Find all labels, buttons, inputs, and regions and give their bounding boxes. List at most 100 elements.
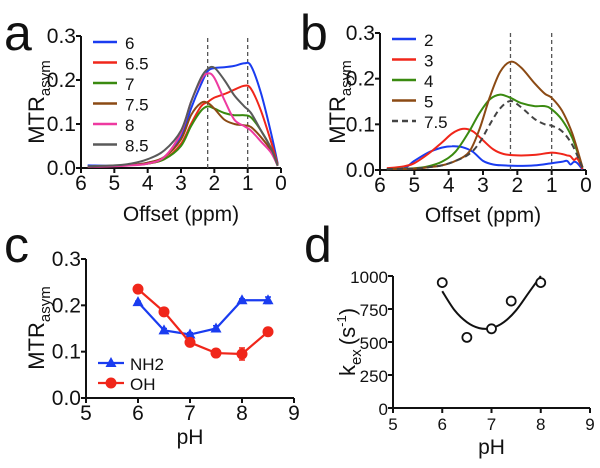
y-axis-label-sub: asym [37, 286, 54, 322]
x-tick-label: 4 [443, 174, 455, 197]
legend-label: 2 [424, 31, 433, 50]
x-tick-label: 9 [288, 402, 300, 425]
legend-label: 7 [125, 75, 134, 94]
y-axis-label: kex (s-1) [334, 308, 365, 376]
x-tick-label: 0 [580, 174, 592, 197]
x-tick-label: 8 [536, 415, 545, 434]
x-tick-label: 5 [80, 402, 92, 425]
data-point-triangle [184, 328, 196, 339]
legend-label: NH2 [130, 355, 164, 374]
data-point [535, 277, 547, 289]
y-axis-label-main: MTR [325, 96, 350, 144]
series-line-3 [386, 127, 584, 170]
y-axis-label-sub: asym [37, 60, 54, 96]
x-tick-label: 5 [408, 174, 420, 197]
data-point [505, 295, 517, 307]
x-axis-label: pH [478, 436, 505, 459]
x-tick-label: 9 [585, 415, 594, 434]
y-axis-label-sub: asym [338, 60, 355, 96]
y-axis-label-close: ) [335, 308, 360, 315]
data-point-circle [158, 306, 170, 318]
data-point-triangle [132, 296, 144, 307]
series-line-2 [386, 145, 584, 171]
legend-marker-triangle [105, 357, 117, 367]
data-point-circle [236, 348, 248, 360]
series-line-NH2 [137, 299, 268, 336]
data-point-triangle [262, 294, 274, 305]
legend-label: 6.5 [125, 55, 149, 74]
legend-label: 7.5 [424, 113, 448, 132]
y-tick-label: 0.1 [47, 113, 76, 136]
panel-label-b: b [300, 5, 328, 61]
x-tick-label: 6 [374, 174, 386, 197]
data-point-circle [210, 347, 222, 359]
x-tick-label: 3 [477, 174, 489, 197]
y-tick-label: 0.2 [47, 69, 76, 92]
series-line-8 [87, 72, 279, 168]
data-point [436, 277, 448, 289]
y-tick-label: 0.3 [346, 22, 375, 45]
y-axis-label-sub: ex [348, 349, 365, 365]
y-tick-label: 0.0 [346, 159, 375, 182]
legend-label: OH [130, 375, 156, 394]
data-point-triangle [158, 324, 170, 335]
y-tick-label: 0.1 [346, 113, 375, 136]
x-axis-label: pH [177, 426, 204, 449]
y-tick-label: 500 [360, 334, 388, 353]
panel-d: 5 6 7 8 9 0 250 500 750 1000 pH kex (s-1) [334, 268, 595, 459]
y-tick-label: 750 [360, 301, 388, 320]
fit-curve [441, 275, 542, 330]
series-line-8.5 [87, 65, 279, 168]
y-axis-label: MTRasym [24, 60, 54, 144]
x-tick-label: 0 [275, 172, 287, 195]
series-line-6 [87, 61, 279, 167]
y-tick-label: 0.3 [52, 248, 81, 271]
series-line-OH [137, 288, 269, 356]
x-tick-label: 6 [75, 172, 87, 195]
x-tick-label: 1 [546, 174, 558, 197]
x-tick-label: 5 [388, 415, 397, 434]
x-tick-label: 5 [108, 172, 120, 195]
data-point-circle [132, 283, 144, 295]
y-axis-label-sup: -1 [334, 315, 349, 327]
y-tick-label: 0.0 [52, 387, 81, 410]
x-tick-label: 6 [438, 415, 447, 434]
legend-marker-circle [105, 377, 117, 389]
y-tick-label: 0.0 [47, 157, 76, 180]
y-tick-label: 0.2 [346, 68, 375, 91]
series-line-7.5 [386, 100, 584, 171]
y-tick-label: 250 [360, 367, 388, 386]
x-tick-label: 2 [208, 172, 220, 195]
x-tick-label: 8 [236, 402, 248, 425]
data-point-triangle [236, 294, 248, 305]
y-tick-label: 1000 [350, 268, 388, 287]
legend-label: 8 [125, 116, 134, 135]
data-point-circle [184, 336, 196, 348]
y-axis-label-main: MTR [24, 96, 49, 144]
series-line-4 [386, 93, 584, 171]
data-point-triangle [210, 322, 222, 333]
x-tick-label: 3 [175, 172, 187, 195]
data-point [461, 331, 473, 343]
y-tick-label: 0.1 [52, 341, 81, 364]
x-axis-label: Offset (ppm) [123, 203, 239, 226]
y-axis-label: MTRasym [325, 60, 355, 144]
x-tick-label: 6 [132, 402, 144, 425]
x-tick-label: 1 [242, 172, 254, 195]
y-axis-label-main: k [335, 364, 360, 376]
x-axis-label: Offset (ppm) [425, 204, 541, 227]
panel-label-d: d [304, 217, 332, 273]
data-point-circle [262, 326, 274, 338]
data-point [486, 323, 497, 335]
x-tick-label: 2 [511, 174, 523, 197]
y-axis-label-unit: (s [335, 327, 360, 345]
y-axis-label: MTRasym [24, 286, 54, 370]
y-axis-label-main: MTR [24, 322, 49, 370]
panel-label-a: a [4, 5, 32, 61]
y-tick-label: 0.3 [47, 25, 76, 48]
x-tick-label: 7 [184, 402, 196, 425]
legend-label: 3 [424, 52, 433, 71]
